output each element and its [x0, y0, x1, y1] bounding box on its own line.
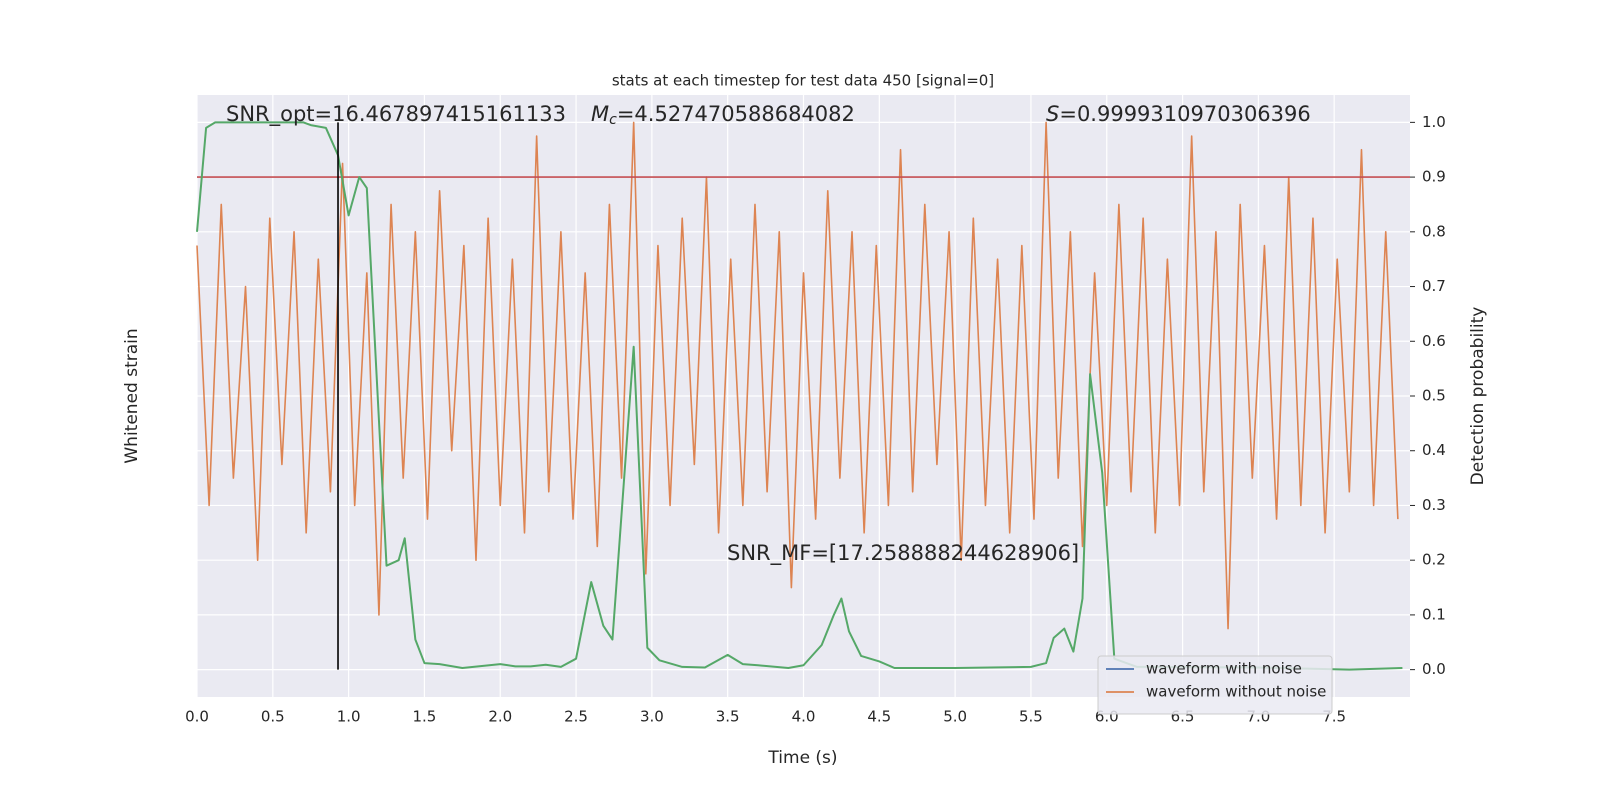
annotation-subscript: c [609, 112, 617, 128]
annotation-text: SNR_opt=16.467897415161133 [226, 102, 566, 127]
annotation: Mc=4.527470588684082 [591, 102, 855, 128]
y2-tick-label: 0.7 [1422, 277, 1446, 295]
x-tick-label: 3.5 [716, 708, 740, 726]
annotation-text: =0.9999310970306396 [1059, 102, 1310, 126]
x-tick-label: 2.5 [564, 708, 588, 726]
series-line [196, 121, 1403, 671]
x-tick-label: 0.0 [185, 708, 209, 726]
x-tick-label: 2.0 [488, 708, 512, 726]
y2-tick-label: 1.0 [1422, 113, 1446, 131]
y2-tick-label: 0.9 [1422, 168, 1446, 186]
y2-tick-label: 0.2 [1422, 551, 1446, 569]
annotation-symbol: S [1046, 102, 1059, 126]
series-line [196, 121, 1399, 630]
annotation-symbol: M [591, 102, 609, 126]
y2-tick-label: 0.3 [1422, 496, 1446, 514]
legend-label: waveform without noise [1146, 683, 1326, 701]
x-tick-label: 0.5 [261, 708, 285, 726]
annotation: SNR_MF=[17.258888244628906] [727, 541, 1079, 566]
y2-tick-label: 0.5 [1422, 387, 1446, 405]
legend-box [1097, 655, 1333, 715]
y2-tick-label: 0.4 [1422, 441, 1446, 459]
annotation: S=0.9999310970306396 [1046, 102, 1311, 126]
x-tick-label: 5.5 [1019, 708, 1043, 726]
legend-label: waveform with noise [1146, 660, 1302, 678]
x-tick-label: 4.5 [867, 708, 891, 726]
y2-tick-label: 0.1 [1422, 605, 1446, 623]
x-axis-label: Time (s) [767, 748, 837, 768]
x-tick-label: 4.0 [792, 708, 816, 726]
y2-tick-label: 0.8 [1422, 222, 1446, 240]
annotation-text: SNR_MF=[17.258888244628906] [727, 541, 1079, 566]
x-tick-label: 1.0 [337, 708, 361, 726]
annotation: SNR_opt=16.467897415161133 [226, 102, 566, 127]
x-tick-label: 3.0 [640, 708, 664, 726]
y2-tick-label: 0.6 [1422, 332, 1446, 350]
y2-tick-label: 0.0 [1422, 660, 1446, 678]
y-axis-label: Whitened strain [122, 328, 142, 463]
x-tick-label: 5.0 [943, 708, 967, 726]
annotation-text: =4.527470588684082 [617, 102, 855, 126]
y2-axis-label: Detection probability [1468, 307, 1488, 486]
chart-title: stats at each timestep for test data 450… [612, 72, 994, 90]
x-tick-label: 1.5 [413, 708, 437, 726]
